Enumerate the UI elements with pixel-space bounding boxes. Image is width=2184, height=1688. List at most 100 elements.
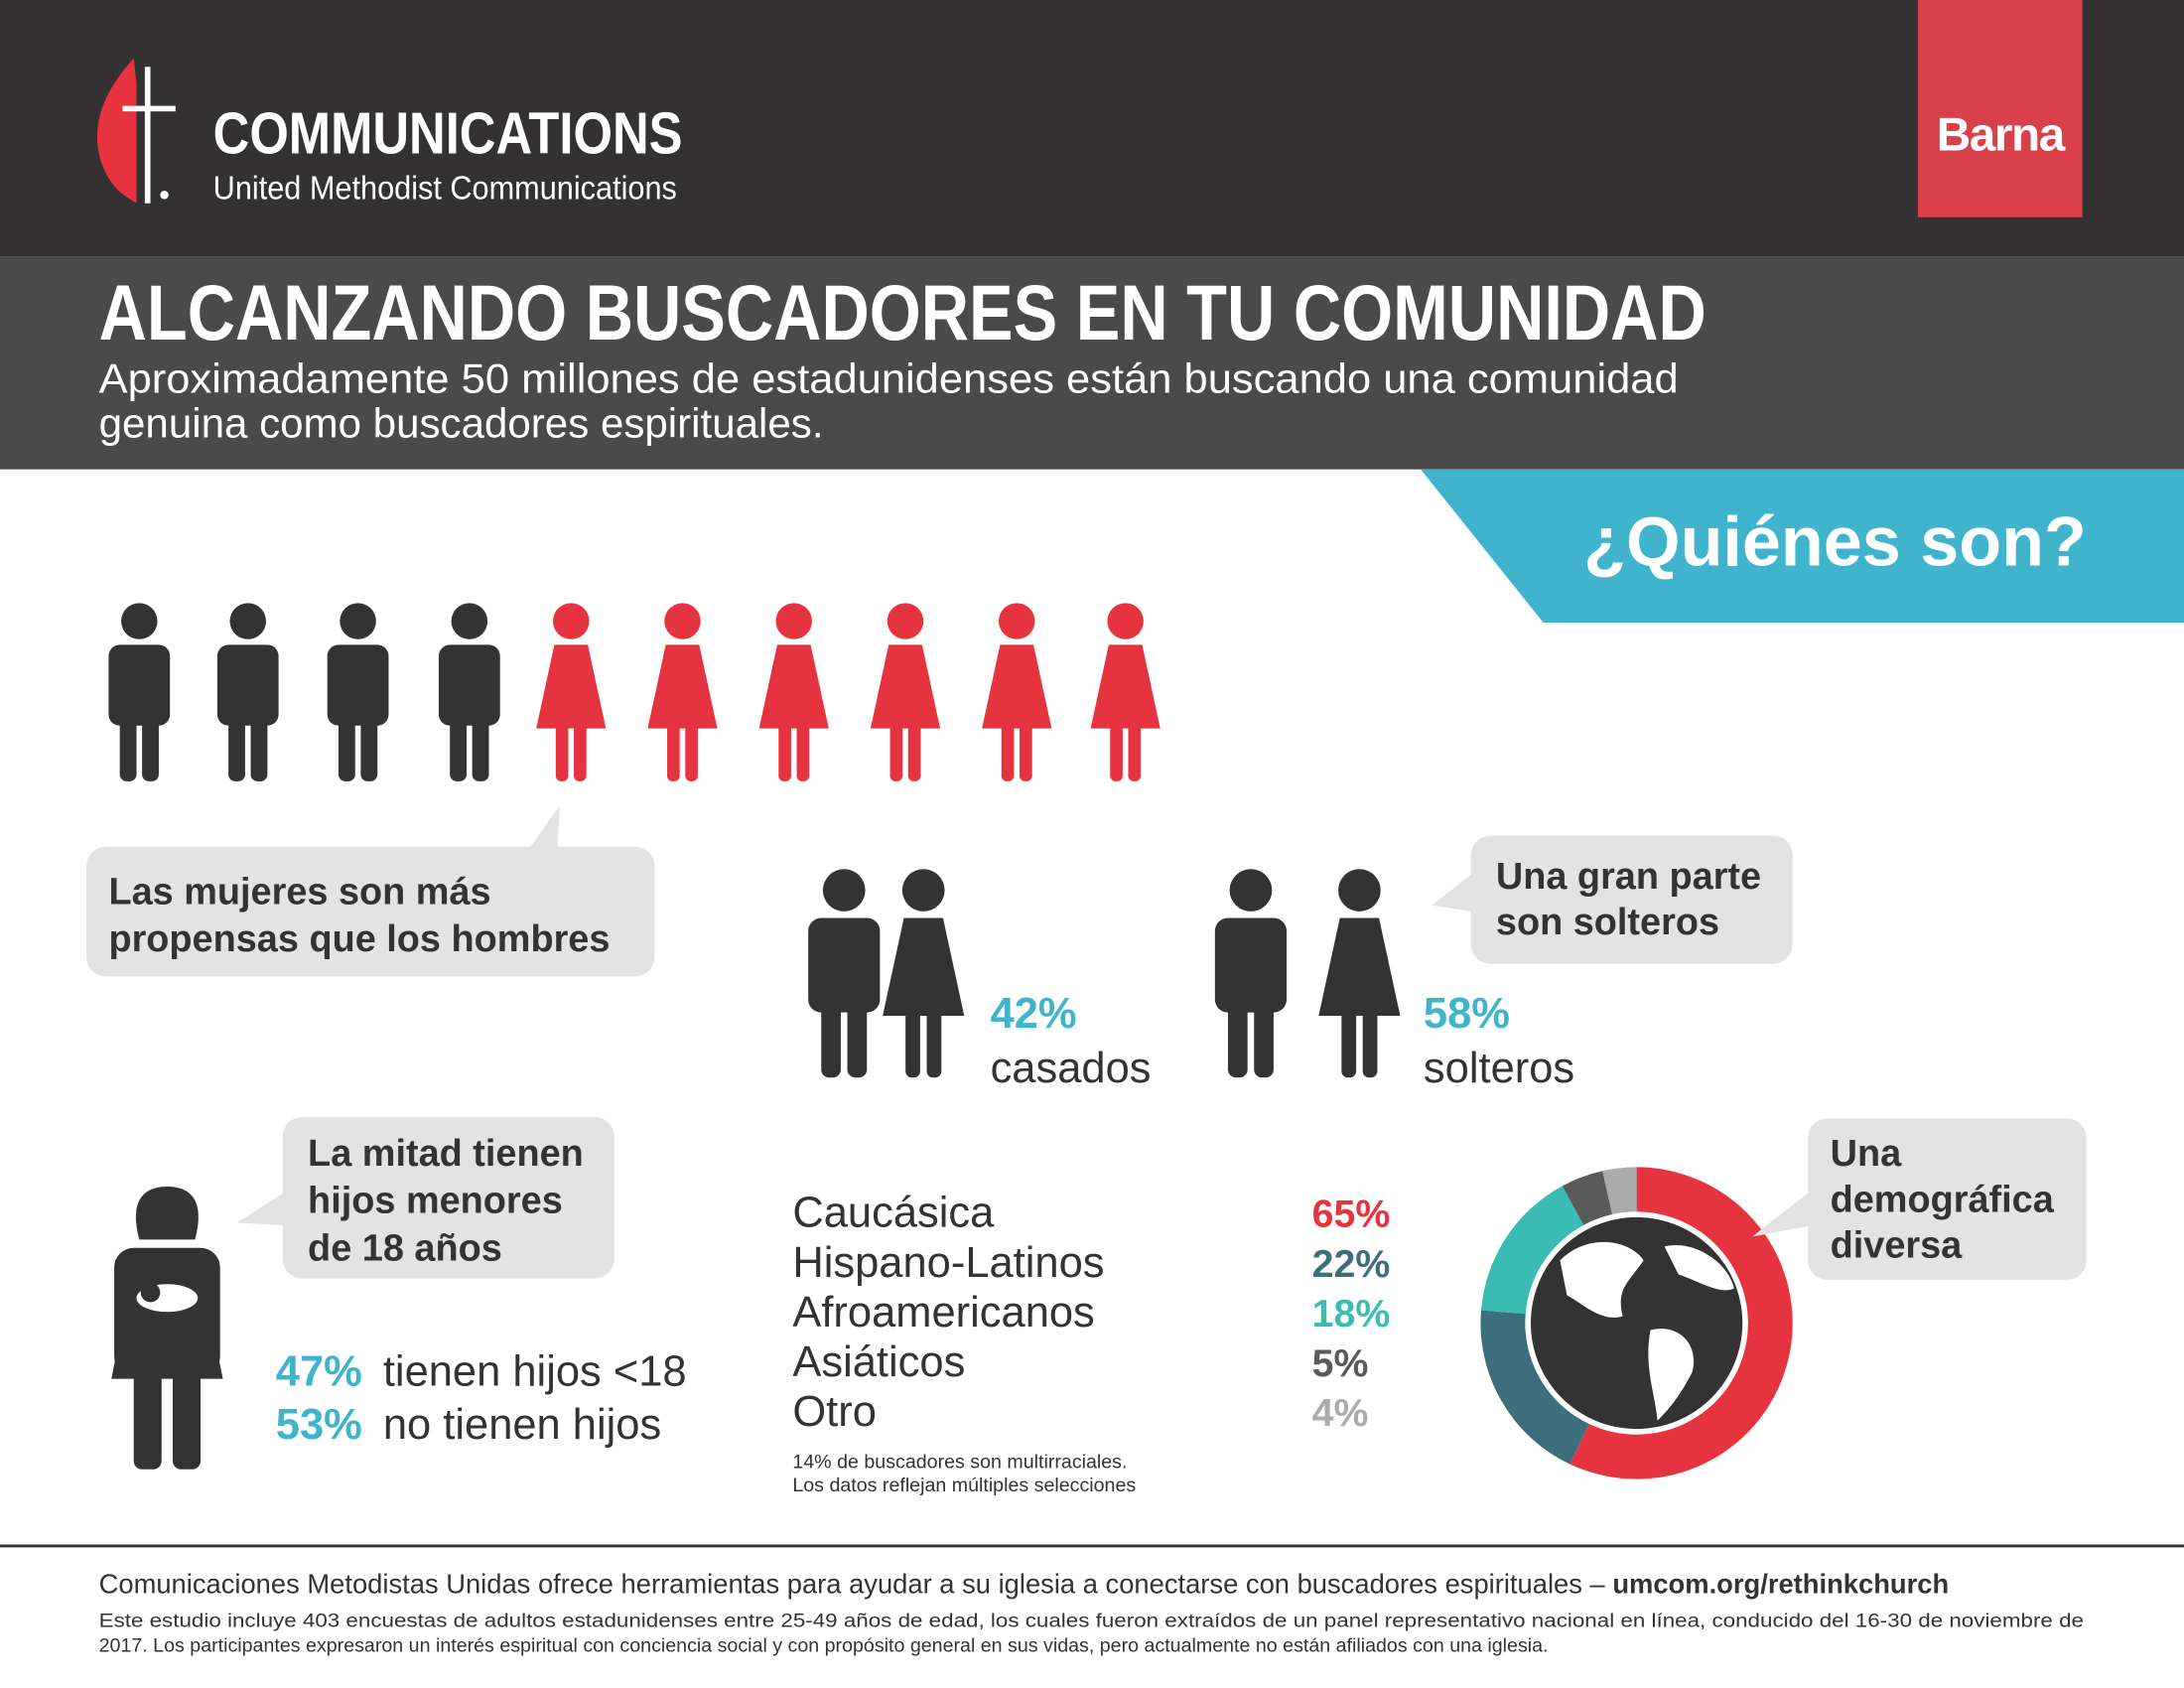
category-pct: 22%	[1312, 1242, 1391, 1286]
woman-icon	[536, 603, 607, 781]
icon-part	[870, 644, 941, 729]
icon-part	[1338, 869, 1381, 912]
footer-note: Este estudio incluye 403 encuestas de ad…	[99, 1610, 2084, 1631]
icon-part	[451, 603, 488, 639]
icon-part	[907, 721, 921, 781]
icon-part	[1227, 999, 1248, 1078]
title-band	[0, 256, 2184, 470]
section-banner	[1421, 469, 2184, 623]
subtitle: genuina como buscadores espirituales.	[99, 399, 824, 446]
donut-chart	[1480, 1167, 1793, 1479]
woman-icon	[1318, 869, 1401, 1078]
icon-part	[926, 1007, 942, 1078]
icon-part	[685, 721, 698, 781]
icon-part	[340, 603, 376, 639]
icon-part	[1107, 603, 1144, 639]
partner-name: Barna	[1937, 108, 2066, 161]
icon-part	[808, 917, 881, 1013]
icon-part	[905, 1007, 920, 1078]
icon-part	[228, 714, 245, 781]
icon-part	[338, 714, 355, 781]
icon-part	[822, 869, 866, 912]
icon-part	[883, 917, 965, 1016]
icon-part	[901, 869, 945, 912]
man-icon	[1214, 869, 1288, 1078]
woman-icon	[647, 603, 718, 781]
icon-part	[998, 603, 1035, 639]
icon-part	[450, 714, 468, 781]
footer-link: umcom.org/rethinkchurch	[1612, 1569, 1949, 1600]
icon-part	[775, 603, 812, 639]
icon-part	[778, 721, 791, 781]
callout-text: hijos menores	[308, 1181, 563, 1222]
icon-part	[758, 644, 829, 729]
icon-part	[847, 999, 868, 1078]
marital-callout: Una gran parte son solteros	[1432, 835, 1793, 964]
man-icon	[438, 603, 500, 781]
category-pct: 5%	[1312, 1341, 1369, 1385]
umc-logo	[96, 58, 176, 204]
icon-part	[889, 721, 903, 781]
icon-part	[1001, 721, 1015, 781]
icon-part	[216, 644, 279, 726]
woman-icon	[982, 603, 1052, 781]
icon-part	[142, 714, 159, 781]
icon-part	[555, 721, 569, 781]
icon-part	[1254, 999, 1274, 1078]
children-callout: La mitad tienen hijos menores de 18 años	[236, 1116, 614, 1279]
icon-part	[553, 603, 590, 639]
single-label: solteros	[1424, 1045, 1574, 1092]
icon-part	[1020, 721, 1032, 781]
icon-part	[1128, 721, 1142, 781]
children-pct: 53%	[276, 1401, 362, 1449]
marital-icons	[808, 869, 1401, 1078]
icon-part	[1341, 1007, 1357, 1078]
callout-text: de 18 años	[308, 1227, 502, 1269]
category-pct: 65%	[1312, 1193, 1391, 1236]
callout-text: La mitad tienen	[308, 1133, 584, 1175]
title: ALCANZANDO BUSCADORES EN TU COMUNIDAD	[99, 269, 1706, 356]
donut-segment	[1570, 1167, 1793, 1479]
donut-segment	[1602, 1167, 1637, 1215]
icon-part	[108, 644, 171, 726]
donut-segment	[1480, 1310, 1589, 1465]
category-name: Afroamericanos	[792, 1289, 1094, 1336]
icon-part	[1214, 917, 1288, 1013]
demographics-note: Los datos reflejan múltiples selecciones	[792, 1475, 1136, 1496]
man-icon	[808, 869, 881, 1078]
icon-part	[821, 999, 841, 1078]
donut-segment	[1562, 1171, 1613, 1225]
callout-text: Una	[1831, 1133, 1902, 1175]
donut-segment	[1480, 1186, 1584, 1315]
section-title: ¿Quiénes son?	[1583, 502, 2087, 580]
category-pct: 18%	[1312, 1292, 1391, 1336]
icon-part	[1318, 917, 1401, 1016]
category-name: Asiáticos	[792, 1338, 965, 1386]
icon-part	[1110, 721, 1123, 781]
category-name: Hispano-Latinos	[792, 1239, 1104, 1287]
icon-part	[982, 644, 1052, 729]
woman-icon	[870, 603, 941, 781]
children-label: no tienen hijos	[383, 1401, 661, 1449]
icon-part	[1362, 1007, 1378, 1078]
category-pct: 4%	[1312, 1391, 1369, 1435]
demographics-callout: Una demográfica diversa	[1752, 1118, 2087, 1281]
footer-text: Comunicaciones Metodistas Unidas ofrece …	[99, 1569, 1606, 1600]
gender-icons	[108, 603, 1160, 781]
icon-part	[229, 603, 266, 639]
icon-part	[1090, 644, 1160, 729]
category-name: Caucásica	[792, 1190, 995, 1237]
icon-part	[664, 603, 701, 639]
org-subname: United Methodist Communications	[213, 171, 677, 208]
married-label: casados	[991, 1045, 1152, 1092]
callout-text: Las mujeres son más	[108, 871, 490, 913]
icon-part	[574, 721, 587, 781]
children-pct: 47%	[276, 1348, 362, 1396]
man-icon	[327, 603, 389, 781]
woman-icon	[758, 603, 829, 781]
icon-part	[360, 714, 378, 781]
subtitle: Aproximadamente 50 millones de estadunid…	[99, 355, 1679, 402]
icon-part	[327, 644, 389, 726]
footer-line: Comunicaciones Metodistas Unidas ofrece …	[99, 1569, 1950, 1600]
